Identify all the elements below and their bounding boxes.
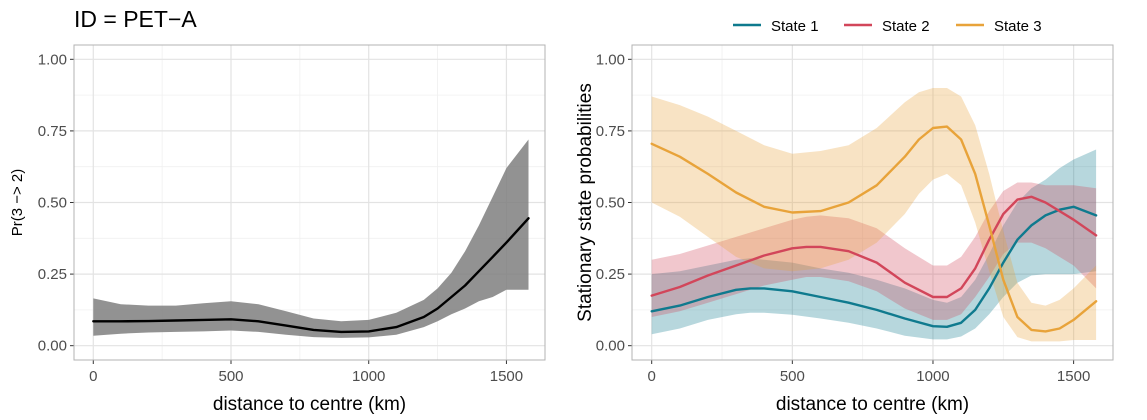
y-tick-label: 0.00 [596, 338, 625, 355]
x-tick-label: 0 [648, 368, 656, 385]
x-tick-label: 1000 [352, 368, 385, 385]
y-tick-label: 0.00 [38, 338, 67, 355]
y-axis-label: Stationary state probabilities [575, 83, 596, 322]
x-tick-label: 1000 [916, 368, 949, 385]
legend-label-state-2: State 2 [882, 18, 930, 35]
x-tick-label: 1500 [1057, 368, 1090, 385]
y-tick-label: 0.25 [38, 266, 67, 283]
series-line-state-1 [650, 205, 1098, 328]
panel-border [631, 44, 1114, 361]
y-tick-label: 1.00 [596, 51, 625, 68]
y-tick-label: 0.25 [596, 266, 625, 283]
x-axis-label: distance to centre (km) [776, 394, 969, 415]
y-axis-label: Pr(3 −> 2) [9, 169, 26, 237]
series-line-state-2 [650, 195, 1098, 299]
legend-label-state-3: State 3 [994, 18, 1042, 35]
x-tick-label: 0 [89, 368, 97, 385]
confidence-band [93, 139, 529, 338]
series-line-state-3 [650, 125, 1098, 333]
legend: State 1 State 2 State 3 [733, 18, 1042, 35]
x-tick-label: 1500 [490, 368, 523, 385]
series-line [92, 217, 530, 334]
band-state-2 [651, 182, 1097, 320]
y-tick-label: 0.50 [596, 195, 625, 212]
chart-panel-2: 0.00 0.25 0.50 0.75 1.00 0 500 1000 1500 distance… [575, 18, 1114, 415]
chart-title: ID = PET−A [74, 6, 197, 32]
band-state-1 [651, 149, 1097, 340]
y-tick-label: 0.75 [596, 123, 625, 140]
y-tick-label: 0.75 [38, 123, 67, 140]
y-tick-label: 1.00 [38, 51, 67, 68]
y-tick-label: 0.50 [38, 195, 67, 212]
panel-border [73, 44, 546, 361]
band-state-3 [651, 88, 1097, 342]
x-tick-label: 500 [780, 368, 805, 385]
chart-panel-1: 0.00 0.25 0.50 0.75 1.00 0 500 1000 1500 distance… [9, 6, 546, 415]
x-axis-label: distance to centre (km) [213, 394, 406, 415]
x-tick-label: 500 [218, 368, 243, 385]
legend-label-state-1: State 1 [771, 18, 819, 35]
